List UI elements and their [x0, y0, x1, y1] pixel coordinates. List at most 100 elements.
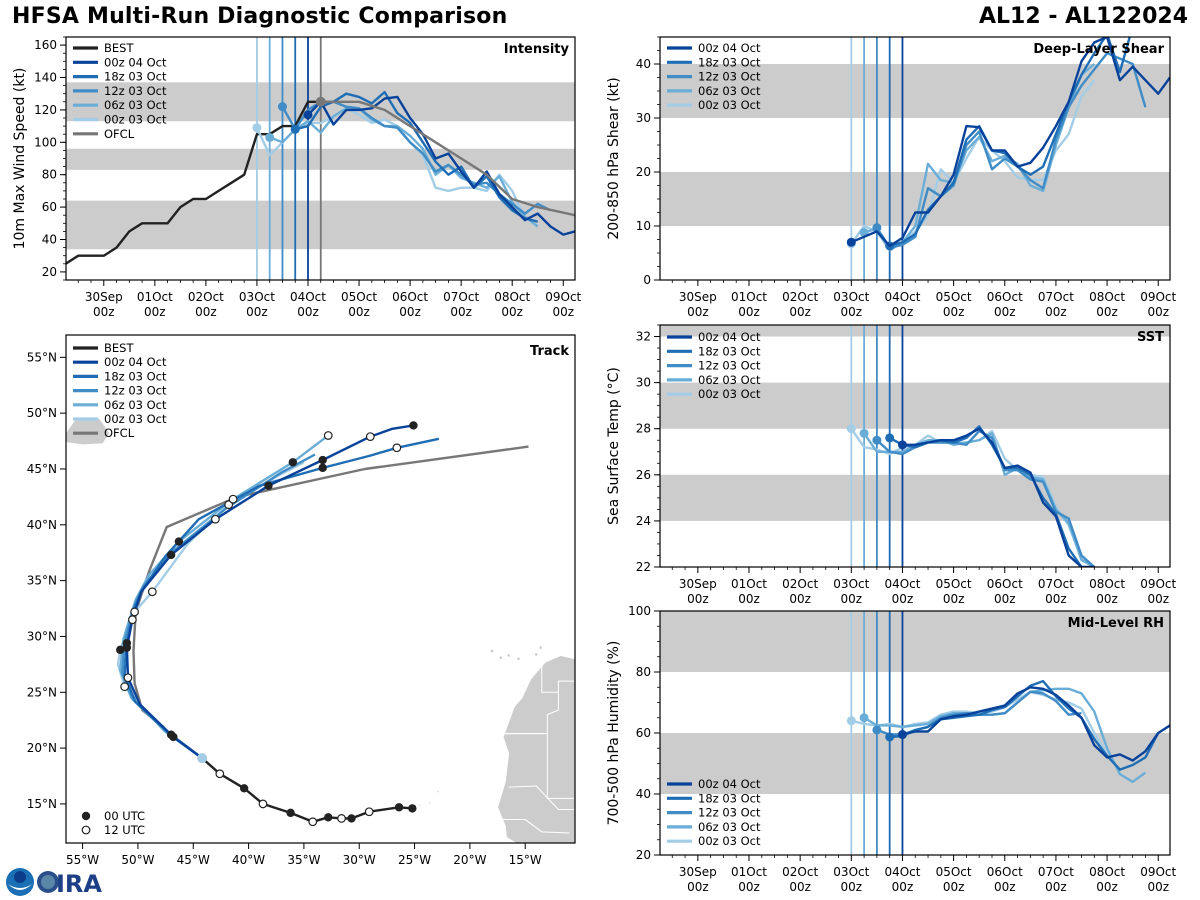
y-tick-label: 28	[636, 422, 651, 436]
island	[507, 654, 510, 657]
x-tick-label: 00z	[943, 305, 965, 319]
marker-00utc	[318, 455, 327, 465]
x-tick-label: 30°W	[343, 853, 376, 867]
x-tick-label: 04Oct	[884, 577, 920, 591]
y-tick-label: 55°N	[27, 350, 57, 364]
x-tick-label: 15°W	[509, 853, 542, 867]
y-tick-label: 50°N	[27, 406, 57, 420]
chart-shear: 01020304030Sep00z01Oct00z02Oct00z03Oct00…	[606, 36, 1177, 319]
run-init-marker	[885, 732, 895, 742]
x-tick-label: 00z	[501, 305, 523, 319]
marker-12utc	[308, 817, 318, 827]
ofcl-line	[320, 100, 575, 217]
marker-00utc	[166, 550, 176, 560]
x-tick-label: 00z	[687, 880, 709, 894]
chart-sst: 22242628303230Sep00z01Oct00z02Oct00z03Oc…	[606, 324, 1177, 606]
x-tick-label: 55°W	[66, 853, 99, 867]
run-init-marker	[846, 424, 856, 434]
marker-12utc	[130, 607, 140, 617]
legend-label: 18z 03 Oct	[104, 369, 167, 383]
marker-12utc	[147, 587, 157, 597]
marker-legend-label: 12 UTC	[104, 823, 145, 837]
x-tick-label: 00z	[1096, 592, 1118, 606]
x-tick-label: 09Oct	[1140, 290, 1176, 304]
plot-frame	[659, 610, 1171, 856]
x-tick-label: 00z	[892, 592, 914, 606]
x-tick-label: 03Oct	[239, 290, 275, 304]
panel-title: Mid-Level RH	[1068, 616, 1164, 631]
legend-label: OFCL	[104, 127, 135, 141]
marker-12utc	[337, 814, 346, 823]
island	[539, 646, 542, 649]
x-tick-label: 00z	[789, 305, 811, 319]
x-tick-label: 00z	[738, 592, 760, 606]
x-tick-label: 00z	[93, 305, 115, 319]
x-tick-label: 20°W	[453, 853, 486, 867]
plot-frame	[659, 36, 1171, 281]
x-tick-label: 00z	[1045, 305, 1067, 319]
noaa-logo-icon	[6, 868, 34, 896]
legend-label: BEST	[104, 41, 134, 55]
x-tick-label: 02Oct	[188, 290, 224, 304]
y-tick-label: 26	[636, 468, 651, 482]
x-tick-label: 06Oct	[987, 290, 1023, 304]
run-init-marker	[846, 716, 856, 726]
ofcl-init-marker	[315, 96, 326, 107]
x-tick-label: 07Oct	[1038, 290, 1074, 304]
legend-label: 00z 04 Oct	[698, 777, 761, 791]
y-tick-label: 30	[636, 111, 651, 125]
ofcl-track-line	[132, 445, 529, 728]
run-init-marker	[277, 102, 287, 112]
svg-text:IRA: IRA	[56, 870, 102, 898]
marker-12utc	[127, 615, 137, 625]
run-line	[850, 37, 1170, 248]
marker-00utc	[408, 804, 417, 813]
legend-label: 12z 03 Oct	[698, 70, 761, 84]
y-axis-label: 200-850 hPa Shear (kt)	[606, 77, 622, 239]
plot-area	[846, 325, 1096, 567]
x-tick-label: 00z	[552, 305, 574, 319]
legend-label: 00z 03 Oct	[104, 113, 167, 127]
legend-label: 00z 04 Oct	[104, 55, 167, 69]
x-tick-label: 45°W	[177, 853, 210, 867]
y-tick-label: 80	[636, 665, 651, 679]
x-tick-label: 06Oct	[987, 577, 1023, 591]
marker-12utc	[123, 673, 133, 683]
marker-12utc	[365, 432, 375, 442]
run-track-line	[121, 453, 316, 760]
legend-label: 18z 03 Oct	[698, 791, 761, 805]
legend-label: 06z 03 Oct	[104, 98, 167, 112]
x-tick-label: 00z	[1096, 880, 1118, 894]
x-tick-label: 07Oct	[1038, 865, 1074, 879]
y-tick-label: 25°N	[27, 685, 57, 699]
marker-00utc	[239, 784, 249, 793]
marker-12utc-icon	[81, 825, 91, 835]
run-init-marker	[885, 433, 895, 443]
run-init-marker	[265, 132, 275, 142]
y-tick-label: 30	[636, 376, 651, 390]
x-tick-label: 00z	[994, 880, 1016, 894]
x-tick-label: 00z	[348, 305, 370, 319]
x-tick-label: 08Oct	[1089, 577, 1125, 591]
cira-logo-icon: IRA	[37, 870, 102, 898]
run-start-marker	[197, 753, 208, 764]
marker-00utc	[324, 813, 333, 822]
x-tick-label: 00z	[1147, 880, 1169, 894]
x-tick-label: 06Oct	[392, 290, 428, 304]
marker-00utc	[288, 458, 298, 467]
marker-12utc	[364, 807, 374, 817]
y-tick-label: 60	[636, 726, 651, 740]
x-tick-label: 02Oct	[782, 290, 818, 304]
run-init-marker	[872, 435, 882, 445]
marker-legend-label: 00 UTC	[104, 809, 145, 823]
y-tick-label: 80	[42, 168, 57, 182]
x-tick-label: 00z	[789, 880, 811, 894]
x-tick-label: 00z	[246, 305, 268, 319]
legend-label: 00z 03 Oct	[698, 834, 761, 848]
legend-label: 12z 03 Oct	[698, 806, 761, 820]
legend-label: 18z 03 Oct	[698, 55, 761, 69]
chart-rh: 2040608010030Sep00z01Oct00z02Oct00z03Oct…	[606, 604, 1177, 894]
x-tick-label: 05Oct	[341, 290, 377, 304]
x-tick-label: 30Sep	[679, 290, 717, 304]
